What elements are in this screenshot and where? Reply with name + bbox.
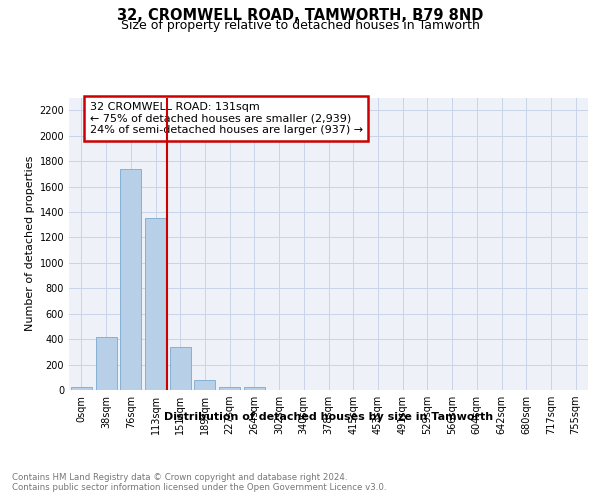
Bar bbox=[170, 347, 191, 390]
Bar bbox=[244, 387, 265, 390]
Bar bbox=[120, 168, 141, 390]
Bar bbox=[95, 337, 116, 390]
Bar bbox=[71, 388, 92, 390]
Text: Size of property relative to detached houses in Tamworth: Size of property relative to detached ho… bbox=[121, 19, 479, 32]
Bar bbox=[219, 387, 240, 390]
Text: Distribution of detached houses by size in Tamworth: Distribution of detached houses by size … bbox=[164, 412, 493, 422]
Text: Contains public sector information licensed under the Open Government Licence v3: Contains public sector information licen… bbox=[12, 484, 386, 492]
Bar bbox=[194, 380, 215, 390]
Text: Contains HM Land Registry data © Crown copyright and database right 2024.: Contains HM Land Registry data © Crown c… bbox=[12, 472, 347, 482]
Text: 32, CROMWELL ROAD, TAMWORTH, B79 8ND: 32, CROMWELL ROAD, TAMWORTH, B79 8ND bbox=[117, 8, 483, 22]
Text: 32 CROMWELL ROAD: 131sqm
← 75% of detached houses are smaller (2,939)
24% of sem: 32 CROMWELL ROAD: 131sqm ← 75% of detach… bbox=[90, 102, 363, 135]
Y-axis label: Number of detached properties: Number of detached properties bbox=[25, 156, 35, 332]
Bar bbox=[145, 218, 166, 390]
